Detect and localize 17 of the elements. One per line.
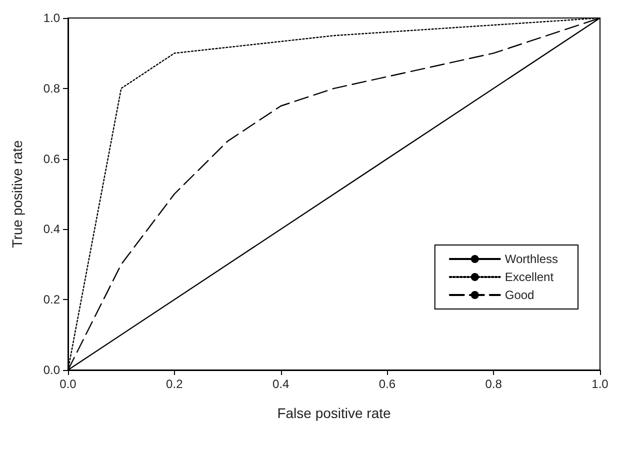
x-tick-label: 0.6 bbox=[378, 377, 396, 391]
y-tick-label: 0.8 bbox=[43, 81, 60, 96]
legend-label: Good bbox=[504, 288, 534, 302]
x-tick-label: 1.0 bbox=[592, 377, 609, 391]
x-tick-label: 0.0 bbox=[60, 377, 77, 391]
x-axis-title: False positive rate bbox=[277, 405, 392, 421]
y-tick-label: 0.6 bbox=[43, 152, 60, 166]
x-tick-label: 0.8 bbox=[485, 377, 502, 391]
x-tick-label: 0.4 bbox=[272, 377, 290, 391]
legend-label: Worthless bbox=[504, 252, 558, 266]
y-axis-title: True positive rate bbox=[9, 140, 25, 248]
legend-label: Excellent bbox=[504, 270, 554, 284]
y-tick-label: 1.0 bbox=[43, 11, 60, 25]
y-tick-label: 0.0 bbox=[43, 363, 60, 377]
x-tick-label: 0.2 bbox=[166, 377, 184, 391]
y-tick-label: 0.2 bbox=[43, 292, 60, 307]
y-tick-label: 0.4 bbox=[43, 222, 60, 236]
